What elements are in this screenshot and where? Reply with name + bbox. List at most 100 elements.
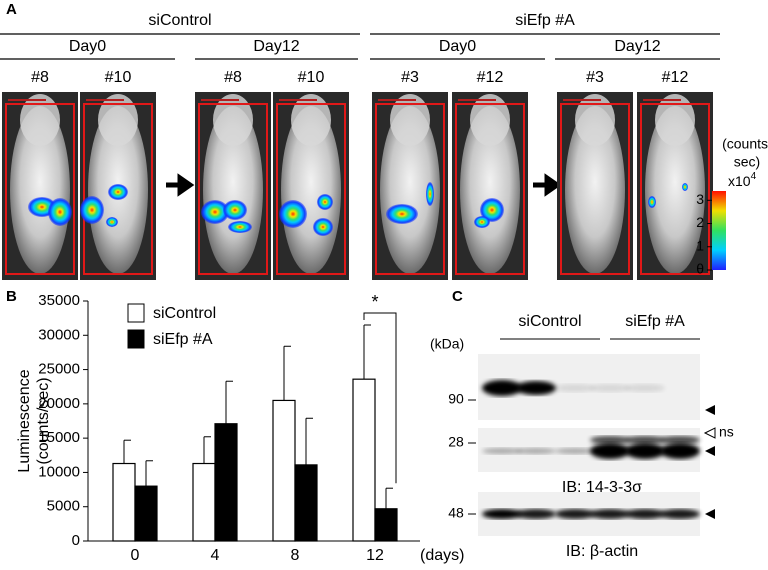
blot-band <box>625 436 665 444</box>
x-unit: (days) <box>420 547 464 564</box>
blot-band <box>555 448 595 454</box>
lane-group-label: siEfp #A <box>625 313 685 330</box>
y-tick-label: 15000 <box>38 429 80 446</box>
signal-blob <box>682 183 688 191</box>
roi-box <box>5 103 75 275</box>
mw-marker: 90 <box>448 391 464 407</box>
mouse-head <box>20 94 60 146</box>
mouse-head <box>213 94 253 146</box>
band-arrow <box>705 446 715 456</box>
blot-band <box>660 436 700 444</box>
bar <box>272 399 296 542</box>
bar <box>374 508 398 542</box>
signal-blob <box>648 196 656 208</box>
ns-label: ns <box>719 424 734 440</box>
mouse-body <box>380 106 440 274</box>
mouse-label: #10 <box>105 69 132 86</box>
blot-band <box>516 381 556 395</box>
roi-box <box>375 103 445 275</box>
significance-bracket <box>363 312 397 484</box>
x-tick-label: 4 <box>211 547 220 564</box>
mouse-body <box>203 106 263 274</box>
x-tick-label: 0 <box>131 547 140 564</box>
colorbar-tick-label: θ <box>696 261 704 277</box>
content: siControl Day0 #8 #10 Day12 #8 #10 siEfp #A Day0… <box>0 12 768 564</box>
signal-blob <box>80 196 104 224</box>
blot-band <box>660 509 700 519</box>
colorbar-unit: x104 <box>728 171 757 189</box>
mouse-head <box>390 94 430 146</box>
colorbar-exponent: 4 <box>751 171 757 182</box>
mouse-head <box>291 94 331 146</box>
mouse-head <box>655 94 695 146</box>
colorbar-title: sec) <box>734 154 760 170</box>
bar <box>352 378 376 542</box>
blot-band <box>660 443 700 459</box>
x-tick-label: 12 <box>366 547 384 564</box>
day-label: Day0 <box>69 38 106 55</box>
mouse-label: #12 <box>662 69 689 86</box>
colorbar-unit-base: x10 <box>728 173 751 189</box>
y-tick-label: 30000 <box>38 326 80 343</box>
mouse-body <box>460 106 520 274</box>
colorbar-tick-label: 3 <box>696 191 704 207</box>
bar <box>214 423 238 542</box>
panel-label: C <box>452 288 463 305</box>
colorbar-tick-label: 1 <box>696 237 704 253</box>
signal-blob <box>223 200 247 220</box>
mw-marker: 28 <box>448 434 464 450</box>
legend-label: siControl <box>153 305 216 322</box>
y-tick-label: 5000 <box>47 498 80 515</box>
panel-label: A <box>6 1 17 18</box>
arrow <box>166 173 195 197</box>
colorbar-title: (counts/ <box>722 136 768 152</box>
signal-blob <box>108 184 128 200</box>
kda-label: (kDa) <box>430 336 464 352</box>
signal-blob <box>317 194 333 210</box>
signal-blob <box>228 221 252 233</box>
group-label: siEfp #A <box>515 12 575 29</box>
signal-blob <box>313 218 333 236</box>
y-tick-label: 20000 <box>38 395 80 412</box>
y-tick-label: 0 <box>72 532 80 549</box>
blot-band <box>516 448 556 454</box>
roi-box <box>276 103 346 275</box>
signal-blob <box>201 200 229 224</box>
roi-box <box>83 103 153 275</box>
mouse-body <box>565 106 625 274</box>
mouse-label: #8 <box>31 69 49 86</box>
arrow <box>533 173 562 197</box>
mouse-label: #8 <box>224 69 242 86</box>
signal-blob <box>106 217 118 227</box>
mouse-label: #3 <box>586 69 604 86</box>
ns-arrow <box>703 427 716 439</box>
group-label: siControl <box>148 12 211 29</box>
signal-blob <box>480 198 504 222</box>
mouse-label: #3 <box>401 69 419 86</box>
y-tick-label: 25000 <box>38 361 80 378</box>
mouse-head <box>575 94 615 146</box>
band-arrow <box>705 509 715 519</box>
mw-marker: 48 <box>448 505 464 521</box>
signal-blob <box>279 200 307 228</box>
y-tick-label: 35000 <box>38 292 80 309</box>
mouse-body <box>645 106 705 274</box>
day-label: Day0 <box>439 38 476 55</box>
blot-band <box>590 443 630 459</box>
blot-band <box>590 384 630 392</box>
y-axis-title: (counts/sec) <box>35 377 52 464</box>
legend-label: siEfp #A <box>153 331 213 348</box>
panel-label: B <box>6 288 17 305</box>
roi-box <box>640 103 710 275</box>
signal-blob <box>426 182 434 206</box>
blot-band <box>482 380 522 396</box>
blot-band <box>482 448 522 454</box>
blot-band <box>590 436 630 444</box>
significance-label: * <box>371 292 378 312</box>
mouse-head <box>470 94 510 146</box>
day-label: Day12 <box>253 38 299 55</box>
band-arrow <box>705 405 715 415</box>
blot-band <box>590 509 630 519</box>
blot-band <box>625 509 665 519</box>
